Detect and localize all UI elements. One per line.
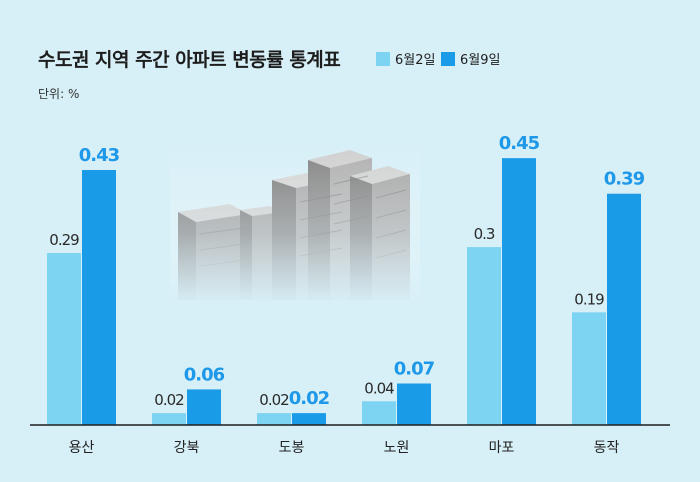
bar-new-1 [187,389,221,425]
category-label-5: 동작 [594,440,620,456]
bar-old-2 [257,413,291,425]
data-label-old-1: 0.02 [154,391,184,409]
category-labels: 용산 강북 도봉 노원 마포 동작 [69,440,620,456]
data-label-new-1: 0.06 [184,364,225,385]
data-label-old-0: 0.29 [49,231,79,249]
data-label-new-5: 0.39 [604,169,645,190]
category-label-2: 도봉 [279,440,305,456]
bar-new-5 [607,193,641,425]
buildings-illustration [170,145,420,305]
legend-swatch-old [376,52,390,66]
bar-new-3 [397,383,431,425]
data-label-new-4: 0.45 [499,133,540,154]
bar-old-5 [572,312,606,425]
category-label-1: 강북 [174,440,200,456]
bars-layer: 0.290.430.020.060.02 0.02 0.040.070.30.450… [47,133,646,425]
category-label-3: 노원 [384,440,410,456]
chart-title: 수도권 지역 주간 아파트 변동률 통계표 [38,49,340,71]
bar-old-0 [47,253,81,425]
bar-new-4 [502,158,536,425]
bar-old-3 [362,401,396,425]
legend: 6월2일 6월9일 [376,52,500,68]
data-label-old-5: 0.19 [574,290,604,308]
category-label-4: 마포 [489,440,515,456]
legend-swatch-new [441,52,455,66]
data-label-new-2: 0.02 [289,388,329,409]
data-label-old-3: 0.04 [364,379,394,397]
legend-label-new: 6월9일 [460,53,500,68]
data-label-new-0: 0.43 [79,145,120,166]
bar-new-2 [292,413,326,425]
category-label-0: 용산 [69,440,95,456]
data-label-old-2: 0.02 [259,391,289,409]
legend-label-old: 6월2일 [395,53,435,68]
bar-old-4 [467,247,501,425]
bar-new-0 [82,170,116,425]
data-label-new-3: 0.07 [394,358,435,379]
unit-label: 단위: % [38,87,79,101]
bar-old-1 [152,413,186,425]
data-label-old-4: 0.3 [474,225,495,243]
